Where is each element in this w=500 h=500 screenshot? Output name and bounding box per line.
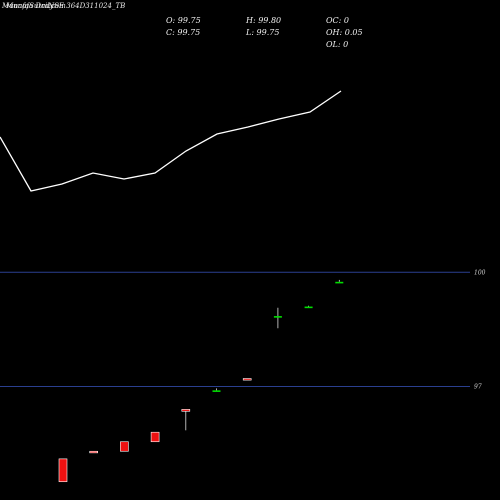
candle-body [243,379,251,381]
candle-body [213,390,221,392]
level-label-97: 97 [474,384,482,391]
candle-body [151,432,159,442]
candle-body [59,459,67,482]
level-label-100: 100 [474,269,486,276]
candle-body [274,316,282,318]
price-line [0,91,341,191]
candle-body [335,282,343,284]
candle-body [182,409,190,411]
candle-body [120,442,128,452]
candle-body [90,451,98,453]
candle-body [305,307,313,309]
